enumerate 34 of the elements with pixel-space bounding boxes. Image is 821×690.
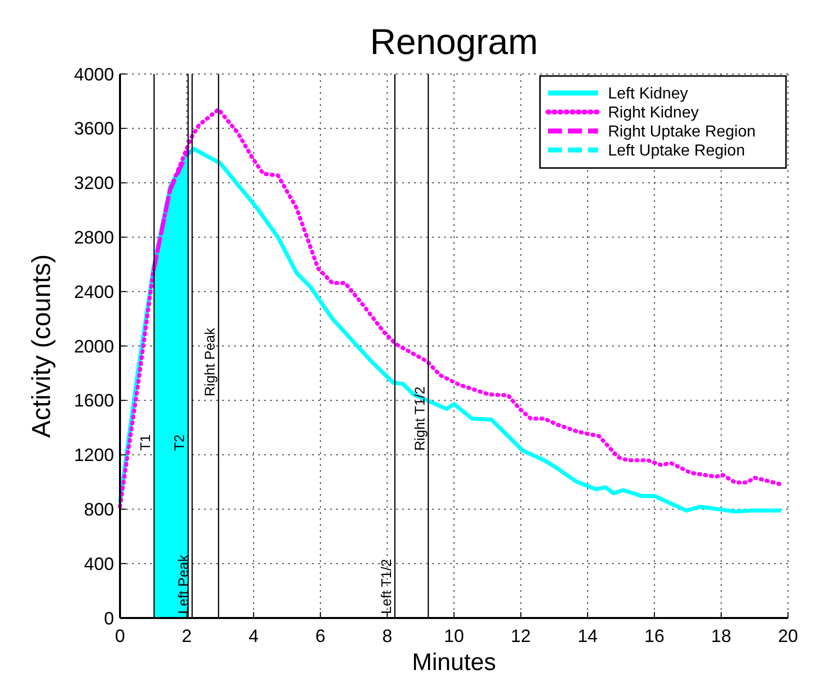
y-tick-label: 0 — [104, 608, 114, 628]
y-tick-label: 2800 — [74, 228, 114, 248]
x-tick-label: 16 — [644, 626, 664, 646]
ref-line-label: T2 — [171, 434, 188, 451]
x-tick-label: 8 — [382, 626, 392, 646]
chart-title: Renogram — [370, 21, 538, 62]
legend-label: Left Uptake Region — [608, 142, 745, 160]
y-tick-label: 2000 — [74, 336, 114, 356]
legend-label: Left Kidney — [608, 86, 688, 103]
x-tick-label: 10 — [444, 626, 464, 646]
legend-label: Right Kidney — [608, 104, 699, 122]
ref-line-label: Right Peak — [202, 326, 218, 396]
x-axis-title: Minutes — [412, 649, 496, 676]
y-tick-label: 1600 — [74, 390, 114, 411]
y-tick-label: 1200 — [74, 445, 114, 466]
legend-label: Right Uptake Region — [608, 124, 756, 141]
y-tick-label: 800 — [84, 500, 114, 520]
y-tick-label: 3600 — [74, 118, 114, 139]
y-tick-label: 2400 — [74, 282, 114, 302]
x-tick-label: 14 — [578, 626, 598, 646]
ref-line-label: T1 — [137, 434, 154, 451]
ref-line-label: Left Peak — [175, 554, 192, 614]
x-tick-label: 12 — [510, 626, 531, 646]
x-tick-label: 6 — [315, 626, 326, 646]
y-tick-label: 3200 — [74, 173, 114, 194]
y-tick-label: 400 — [84, 554, 114, 574]
y-tick-label: 4000 — [74, 64, 114, 84]
ref-line-label: Right T1/2 — [411, 386, 428, 451]
y-axis-title: Activity (counts) — [26, 254, 56, 438]
x-tick-label: 18 — [711, 626, 732, 646]
x-tick-label: 20 — [778, 626, 798, 646]
x-tick-label: 2 — [182, 626, 192, 646]
x-tick-label: 4 — [248, 626, 259, 646]
ref-line-label: Left T1/2 — [378, 558, 394, 614]
